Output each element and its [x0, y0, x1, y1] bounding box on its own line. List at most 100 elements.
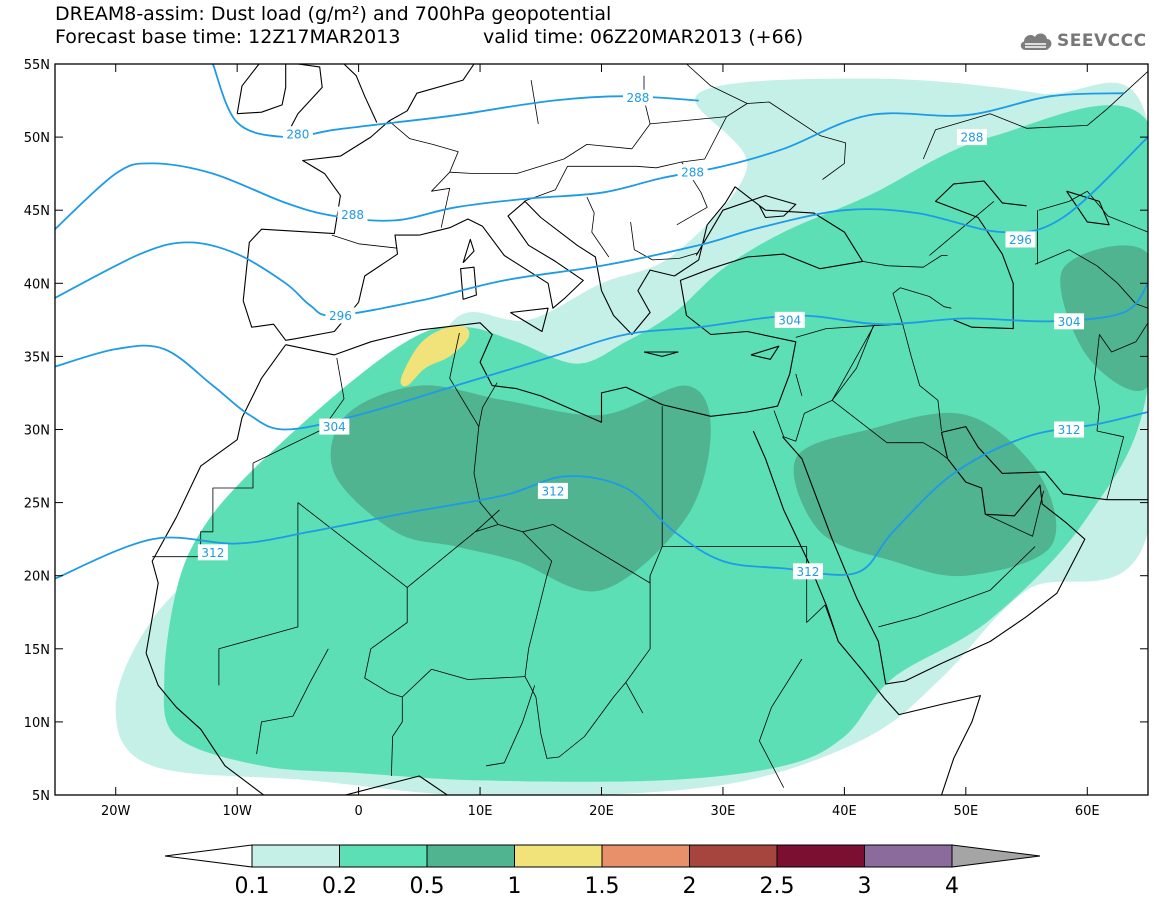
map-title: DREAM8-assim: Dust load (g/m²) and 700hP…	[55, 3, 612, 25]
contour-label-bg	[622, 89, 653, 106]
axis-ticks: 20W 10W 0 10E 20E 30E 40E 50E 60E 55N 50N 45N 40N 35N…	[24, 58, 1148, 819]
coastline-16	[934, 180, 1027, 330]
y-tick-label: 5N	[32, 789, 50, 804]
y-tick-label: 25N	[24, 497, 50, 512]
x-tick-label: 30E	[711, 804, 736, 819]
border-1	[252, 357, 345, 464]
seevccc-logo: SEEVCCC	[1018, 26, 1147, 56]
coastline-1	[145, 344, 287, 654]
y-tick-label: 30N	[24, 424, 50, 439]
cloud-icon	[1020, 33, 1052, 50]
border-3	[297, 502, 408, 694]
border-34	[523, 161, 708, 226]
x-tick-label: 10E	[468, 804, 493, 819]
border-19	[878, 546, 1036, 628]
contour-label-304: 304	[1058, 315, 1081, 329]
contour-312-4	[55, 411, 1148, 580]
border-23	[862, 255, 948, 268]
border-37	[650, 101, 846, 180]
colorbar-segment-1	[339, 844, 428, 868]
contour-label-304: 304	[323, 420, 346, 434]
contour-label-312: 312	[1058, 423, 1081, 437]
contour-label-bg	[319, 418, 350, 435]
map-subtitle: Forecast base time: 12Z17MAR2013 valid ti…	[55, 27, 803, 48]
border-31	[388, 120, 459, 228]
coastline-3	[752, 430, 981, 795]
contour-label-280: 280	[286, 128, 309, 142]
contour-label-312: 312	[797, 565, 820, 579]
colorbar: 0.1 0.2 0.5 1 1.5 2 2.5 3 4	[164, 844, 1041, 899]
x-tick-label: 40E	[832, 804, 857, 819]
border-27	[402, 668, 526, 698]
colorbar-label: 0.5	[410, 874, 445, 899]
colorbar-label: 2.5	[760, 874, 795, 899]
border-41	[922, 71, 1148, 160]
valid-time: valid time: 06Z20MAR2013 (+66)	[483, 26, 804, 48]
border-28	[474, 509, 500, 533]
colorbar-high-arrow	[951, 844, 1041, 868]
border-21	[1096, 430, 1125, 500]
geopotential-contours: 280 288 296 304 312 288 288 288 296 304 304 312 312 3…	[55, 64, 1148, 580]
coastline-2	[285, 186, 864, 423]
colorbar-label: 0.2	[322, 874, 357, 899]
border-16	[900, 287, 952, 309]
dust-load-shading	[115, 78, 1148, 795]
contour-label-296: 296	[1009, 233, 1032, 247]
border-29	[486, 685, 536, 767]
x-tick-label: 60E	[1075, 804, 1100, 819]
contour-label-bg	[325, 307, 356, 324]
y-tick-label: 50N	[24, 131, 50, 146]
coastline-0	[145, 653, 449, 795]
y-tick-label: 10N	[24, 716, 50, 731]
y-tick-label: 55N	[24, 58, 50, 73]
contour-label-296: 296	[329, 309, 352, 323]
contour-label-288: 288	[681, 166, 704, 180]
border-42	[1034, 249, 1148, 309]
dust-region-0_5-1-4	[1060, 245, 1148, 392]
contour-label-bg	[337, 206, 368, 223]
contour-label-bg	[537, 482, 568, 499]
colorbar-segment-2	[426, 844, 515, 868]
dust-region-0_5-1-2	[330, 385, 711, 592]
dust-region-0_5-1-3	[793, 412, 1057, 577]
border-18	[759, 658, 803, 788]
y-tick-label: 40N	[24, 277, 50, 292]
colorbar-label: 1	[508, 874, 522, 899]
x-tick-label: 0	[354, 804, 362, 819]
contour-280-0	[212, 64, 699, 139]
y-tick-label: 35N	[24, 350, 50, 365]
border-13	[831, 399, 948, 460]
coastline-7	[285, 64, 323, 138]
coastline-4	[782, 426, 1148, 685]
contour-label-312: 312	[201, 546, 224, 560]
colorbar-label: 4	[945, 874, 959, 899]
contour-label-288: 288	[960, 131, 983, 145]
x-tick-label: 50E	[953, 804, 978, 819]
contour-label-288: 288	[626, 91, 649, 105]
contour-label-bg	[956, 129, 987, 146]
logo-text: SEEVCCC	[1057, 31, 1147, 51]
border-20	[985, 490, 1044, 537]
border-38	[681, 116, 727, 163]
x-tick-label: 10W	[222, 804, 252, 819]
border-22	[1094, 322, 1148, 432]
y-tick-label: 15N	[24, 643, 50, 658]
contour-label-304: 304	[778, 313, 801, 327]
contour-label-bg	[1054, 421, 1085, 438]
border-4	[406, 524, 553, 677]
border-35	[630, 221, 699, 261]
border-17	[806, 546, 839, 642]
border-2	[218, 502, 299, 686]
colorbar-segment-6	[776, 844, 865, 868]
coastline-17	[1066, 190, 1110, 226]
dust-region-1-1_5-5	[400, 326, 470, 387]
x-tick-label: 20W	[101, 804, 131, 819]
coastline-9	[236, 64, 287, 115]
colorbar-segment-3	[514, 844, 603, 868]
contour-label-288: 288	[341, 208, 364, 222]
border-9	[625, 575, 651, 714]
border-24	[524, 676, 627, 759]
colorbar-segment-4	[601, 844, 690, 868]
border-5	[449, 332, 499, 525]
